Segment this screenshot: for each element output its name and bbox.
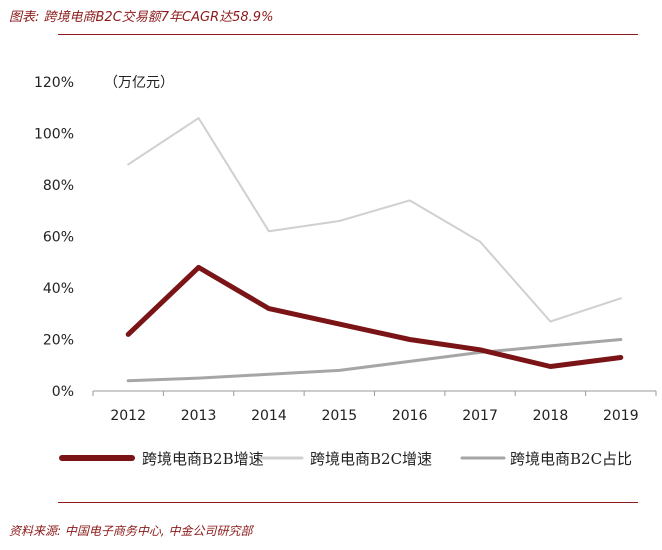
y-tick-label: 120% [34,75,74,91]
legend: 跨境电商B2B增速 跨境电商B2C增速 跨境电商B2C占比 [59,450,632,468]
top-divider [58,34,638,35]
x-tick-label: 2013 [181,408,217,424]
x-tick-label: 2015 [321,408,357,424]
y-tick-label: 20% [43,333,74,349]
series-line-1 [125,264,624,369]
y-tick-label: 40% [43,281,74,297]
x-tick-label: 2019 [603,408,639,424]
y-axis: 0% 20% 40% 60% 80% 100% 120% [34,75,74,400]
x-tick-label: 2012 [110,408,146,424]
x-tick-label: 2018 [533,408,569,424]
series-line-2 [127,117,622,323]
bottom-divider [58,502,638,503]
legend-label-3: 跨境电商B2C占比 [510,450,632,468]
y-tick-label: 80% [43,178,74,194]
x-tick-label: 2016 [392,408,428,424]
unit-label: （万亿元） [104,75,174,91]
source-note: 资料来源: 中国电子商务中心, 中金公司研究部 [9,524,253,538]
y-tick-label: 100% [34,127,74,143]
chart-title: 图表: 跨境电商B2C交易额7年CAGR达58.9% [9,10,274,25]
series-group [125,117,624,383]
y-tick-label: 0% [52,384,74,400]
series-line-3 [126,338,623,383]
x-axis: 2012 2013 2014 2015 2016 2017 2018 2019 [92,390,657,424]
y-tick-label: 60% [43,230,74,246]
x-tick-label: 2017 [462,408,498,424]
legend-label-1: 跨境电商B2B增速 [142,450,264,468]
legend-label-2: 跨境电商B2C增速 [310,450,432,468]
x-tick-label: 2014 [251,408,287,424]
